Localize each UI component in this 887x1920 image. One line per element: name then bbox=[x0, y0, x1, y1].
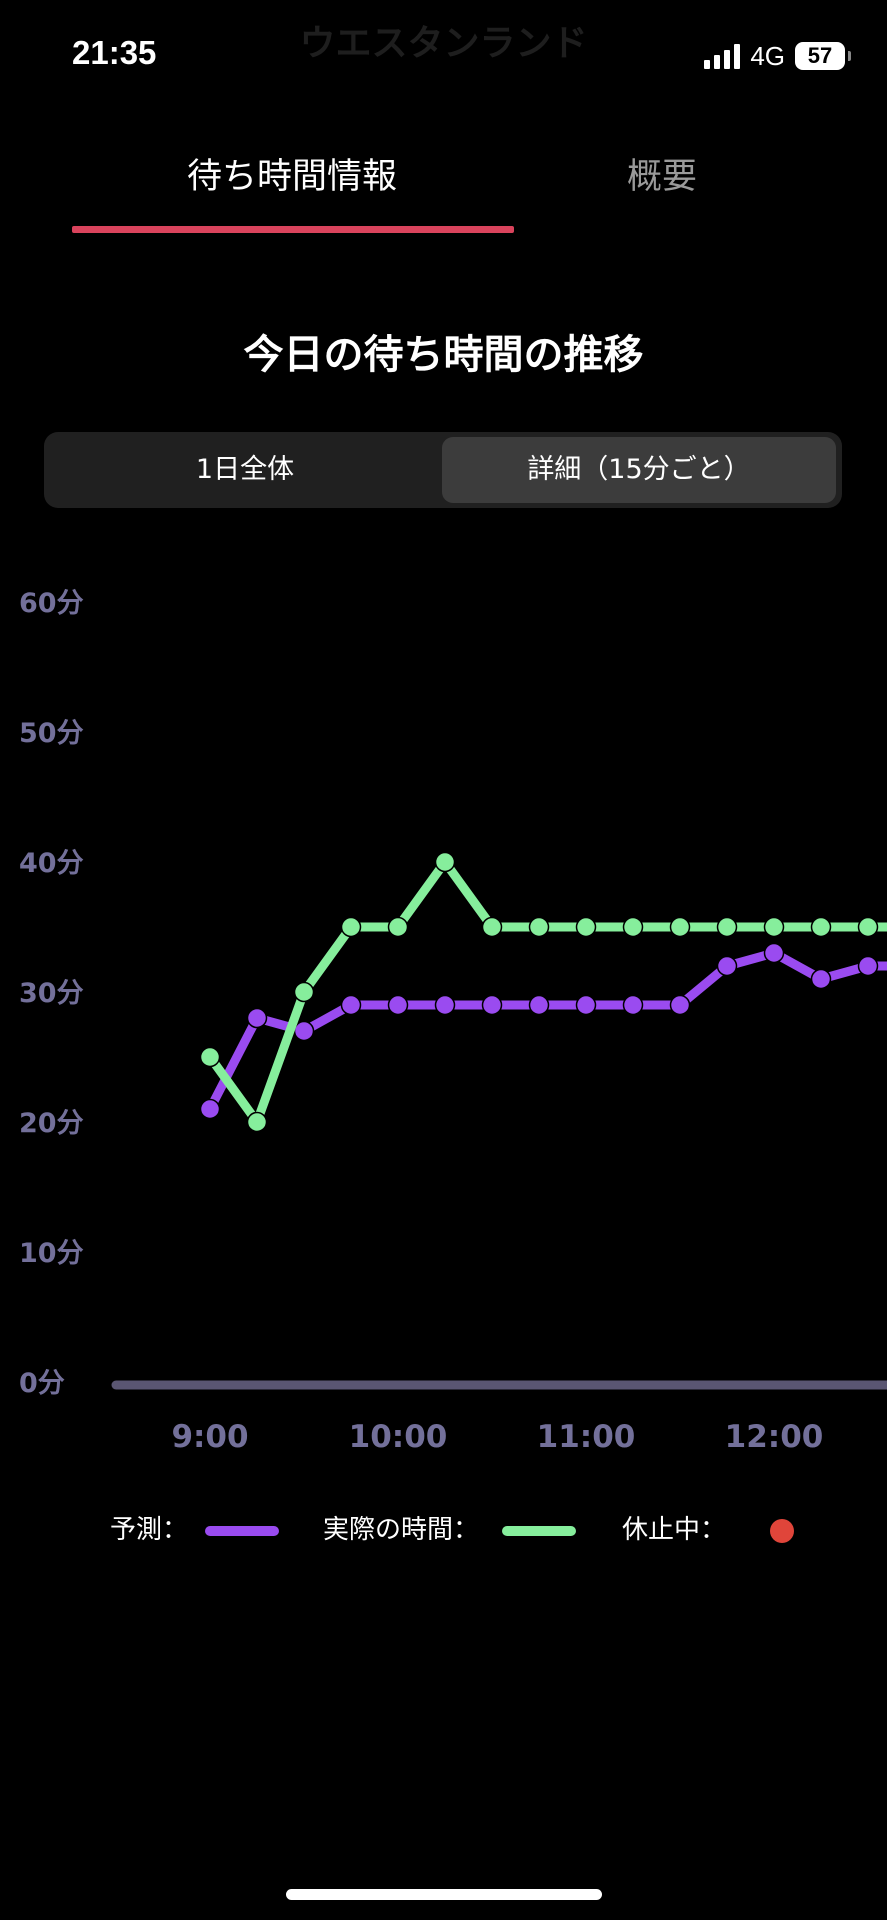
predicted-data-point bbox=[340, 994, 362, 1016]
section-title: 今日の待ち時間の推移 bbox=[243, 332, 644, 378]
actual-data-point bbox=[669, 916, 691, 938]
y-tick-label: 60分 bbox=[19, 588, 84, 619]
actual-data-point bbox=[528, 916, 550, 938]
actual-data-point bbox=[434, 851, 456, 873]
predicted-data-point bbox=[575, 994, 597, 1016]
tab-wait-time-info[interactable]: 待ち時間情報 bbox=[186, 157, 397, 197]
actual-series-line bbox=[205, 857, 887, 1127]
predicted-data-point bbox=[528, 994, 550, 1016]
legend-closed-swatch bbox=[770, 1519, 794, 1543]
predicted-data-point bbox=[199, 1098, 221, 1120]
active-tab-indicator bbox=[72, 226, 514, 233]
battery-icon: 57 bbox=[795, 42, 851, 70]
y-tick-label: 30分 bbox=[19, 978, 84, 1009]
actual-data-point bbox=[575, 916, 597, 938]
y-tick-label: 50分 bbox=[19, 718, 84, 749]
actual-data-point bbox=[293, 981, 315, 1003]
y-tick-label: 10分 bbox=[19, 1238, 84, 1269]
actual-data-point bbox=[481, 916, 503, 938]
legend-predicted-swatch bbox=[205, 1526, 279, 1536]
predicted-data-point bbox=[810, 968, 832, 990]
status-time: 21:35 bbox=[72, 34, 157, 71]
network-type: 4G bbox=[750, 40, 785, 71]
predicted-data-point bbox=[622, 994, 644, 1016]
predicted-data-point bbox=[669, 994, 691, 1016]
actual-data-point bbox=[622, 916, 644, 938]
actual-data-point bbox=[199, 1046, 221, 1068]
legend-predicted-label: 予測： bbox=[110, 1515, 189, 1545]
y-tick-label: 40分 bbox=[19, 848, 84, 879]
predicted-data-point bbox=[434, 994, 456, 1016]
predicted-data-point bbox=[716, 955, 738, 977]
predicted-data-point bbox=[763, 942, 785, 964]
x-tick-label: 12:00 bbox=[725, 1419, 824, 1455]
predicted-series-line bbox=[205, 948, 887, 1114]
predicted-data-point bbox=[857, 955, 879, 977]
predicted-data-point bbox=[246, 1007, 268, 1029]
y-tick-label: 20分 bbox=[19, 1108, 84, 1139]
legend-closed-label: 休止中： bbox=[622, 1515, 727, 1545]
predicted-data-point bbox=[481, 994, 503, 1016]
actual-data-point bbox=[857, 916, 879, 938]
chart-legend: 予測： 実際の時間： 休止中： bbox=[0, 1512, 887, 1552]
actual-data-point bbox=[763, 916, 785, 938]
actual-data-point bbox=[387, 916, 409, 938]
actual-data-point bbox=[340, 916, 362, 938]
range-segmented-control: 1日全体 詳細（15分ごと） bbox=[44, 432, 842, 508]
legend-actual-label: 実際の時間： bbox=[323, 1515, 480, 1545]
battery-level: 57 bbox=[807, 43, 833, 68]
home-indicator[interactable] bbox=[286, 1889, 602, 1900]
actual-data-point bbox=[810, 916, 832, 938]
segment-full-day[interactable]: 1日全体 bbox=[195, 454, 295, 485]
actual-data-point bbox=[716, 916, 738, 938]
actual-data-point bbox=[246, 1111, 268, 1133]
wait-time-chart: 0分 10分 20分 30分 40分 50分 60分 9:00 10:00 11:00 12:00 bbox=[19, 588, 887, 1455]
x-tick-label: 10:00 bbox=[349, 1419, 448, 1455]
signal-icon bbox=[704, 43, 741, 69]
predicted-data-point bbox=[293, 1020, 315, 1042]
legend-actual-swatch bbox=[502, 1526, 576, 1536]
y-tick-label: 0分 bbox=[19, 1368, 65, 1399]
nav-title-faded: ウエスタンランド bbox=[299, 23, 588, 64]
x-tick-label: 11:00 bbox=[537, 1419, 636, 1455]
predicted-data-point bbox=[387, 994, 409, 1016]
tab-overview[interactable]: 概要 bbox=[626, 157, 697, 197]
segment-detail-15min[interactable]: 詳細（15分ごと） bbox=[442, 437, 836, 503]
x-tick-label: 9:00 bbox=[171, 1419, 248, 1455]
status-indicators: 4G 57 bbox=[704, 40, 851, 72]
